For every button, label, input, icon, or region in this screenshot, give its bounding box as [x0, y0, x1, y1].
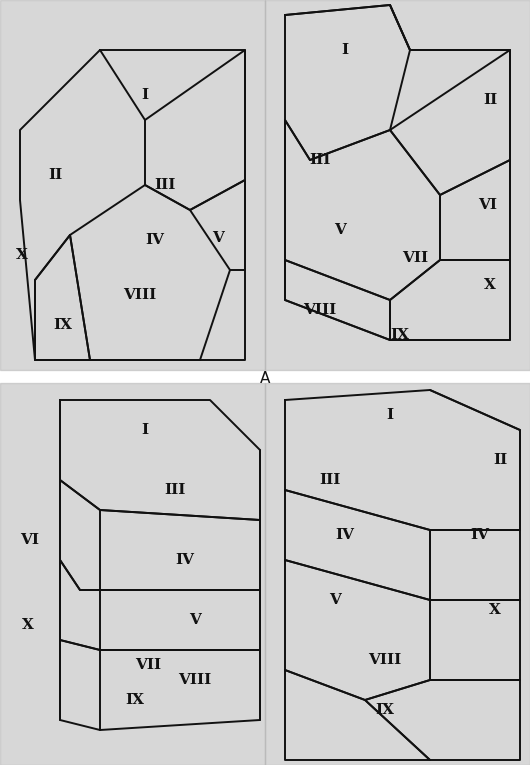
Text: III: III	[319, 473, 341, 487]
Text: IV: IV	[335, 528, 355, 542]
Text: III: III	[310, 153, 331, 167]
Text: VIII: VIII	[368, 653, 402, 667]
Text: IX: IX	[126, 693, 145, 707]
Text: II: II	[493, 453, 507, 467]
Text: VIII: VIII	[179, 673, 211, 687]
Text: IX: IX	[391, 328, 410, 342]
Text: X: X	[16, 248, 28, 262]
Text: V: V	[212, 231, 224, 245]
Text: I: I	[341, 43, 349, 57]
Text: VI: VI	[479, 198, 498, 212]
Text: IX: IX	[375, 703, 394, 717]
Text: I: I	[142, 423, 148, 437]
Text: I: I	[386, 408, 394, 422]
Text: VIII: VIII	[123, 288, 157, 302]
Bar	[265, 0, 530, 370]
Text: X: X	[484, 278, 496, 292]
Text: II: II	[48, 168, 62, 182]
Text: III: III	[154, 178, 175, 192]
Text: IX: IX	[54, 318, 73, 332]
Bar	[265, 383, 530, 765]
Text: IV: IV	[175, 553, 195, 567]
Bar	[0, 0, 265, 370]
Text: IV: IV	[146, 233, 164, 247]
Text: V: V	[329, 593, 341, 607]
Text: VII: VII	[135, 658, 161, 672]
Text: X: X	[489, 603, 501, 617]
Text: A: A	[260, 370, 270, 386]
Text: I: I	[142, 88, 148, 102]
Text: VII: VII	[402, 251, 428, 265]
Text: V: V	[189, 613, 201, 627]
Text: III: III	[164, 483, 186, 497]
Text: X: X	[22, 618, 34, 632]
Text: V: V	[334, 223, 346, 237]
Text: VI: VI	[21, 533, 40, 547]
Text: II: II	[483, 93, 497, 107]
Bar	[0, 383, 265, 765]
Text: VIII: VIII	[303, 303, 337, 317]
Text: IV: IV	[471, 528, 490, 542]
